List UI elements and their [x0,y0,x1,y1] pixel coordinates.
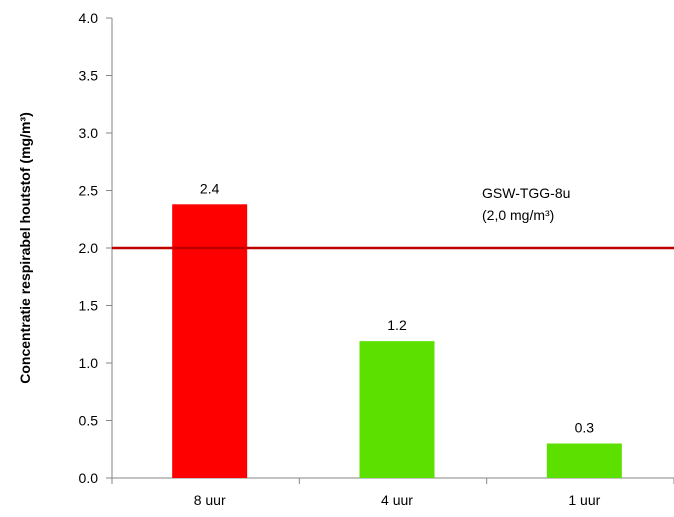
reference-line-value-label: (2,0 mg/m³) [482,207,554,223]
bar [172,204,248,479]
y-tick-label: 2.0 [79,240,99,256]
bar-data-label: 0.3 [575,420,595,436]
y-tick-label: 0.0 [79,470,99,486]
bar [359,341,435,478]
bar-data-label: 2.4 [200,180,220,196]
y-tick-label: 0.5 [79,413,99,429]
y-tick-label: 3.0 [79,125,99,141]
x-axis: 8 uur 4 uur 1 uur [111,477,674,508]
x-category-label: 4 uur [381,492,413,508]
bar-data-label: 1.2 [387,317,407,333]
x-category-label: 8 uur [194,492,226,508]
y-tick-label: 1.5 [79,298,99,314]
bars: 2.4 1.2 0.3 [172,180,622,479]
y-tick-label: 1.0 [79,355,99,371]
x-category-label: 1 uur [568,492,600,508]
y-tick-label: 4.0 [79,10,99,26]
y-tick-label: 2.5 [79,183,99,199]
y-axis: 0.0 0.5 1.0 1.5 2.0 2.5 3.0 3.5 4.0 [79,10,113,486]
bar [546,443,622,478]
y-tick-label: 3.5 [79,68,99,84]
y-axis-title: Concentratie respirabel houtstof (mg/m³) [17,112,33,383]
reference-line-label: GSW-TGG-8u [482,185,570,201]
